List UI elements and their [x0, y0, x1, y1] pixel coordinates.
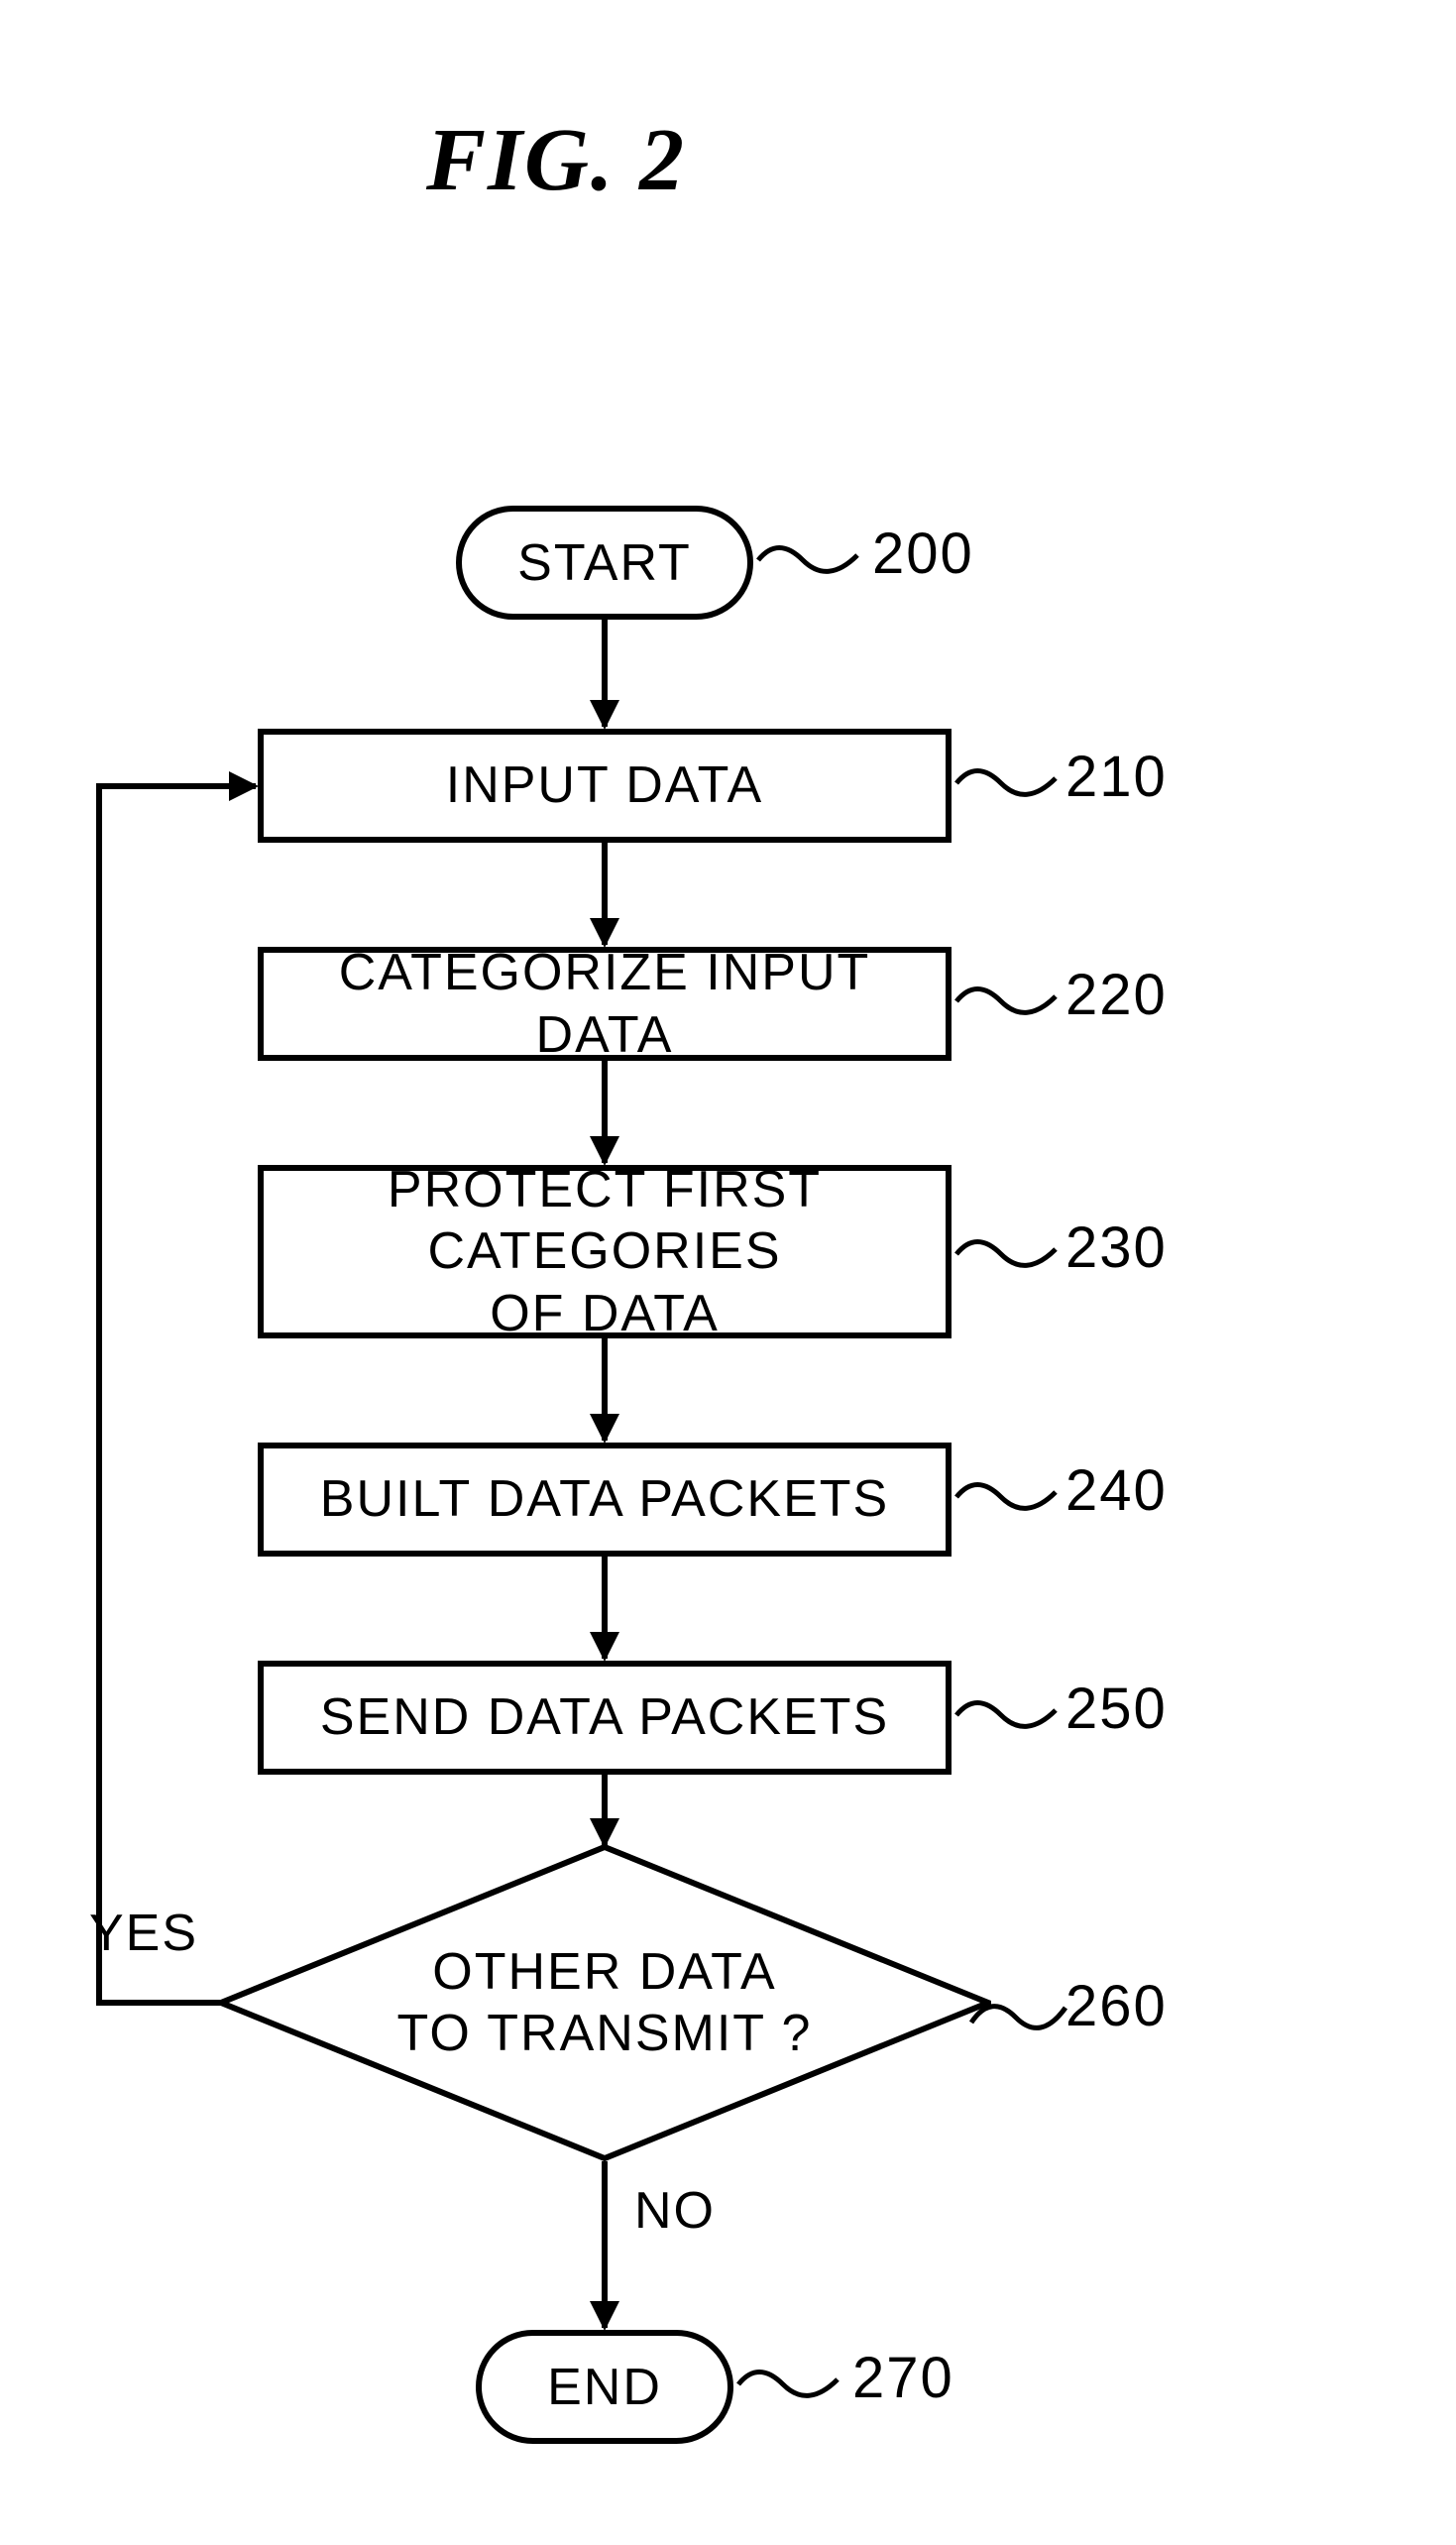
- ref-270: 270: [852, 2345, 954, 2411]
- node-build-packets: BUILT DATA PACKETS: [258, 1443, 952, 1557]
- node-send-packets: SEND DATA PACKETS: [258, 1661, 952, 1775]
- node-end-label: END: [547, 2358, 662, 2417]
- ref-230: 230: [1065, 1215, 1168, 1281]
- node-start-label: START: [517, 533, 692, 593]
- ref-240: 240: [1065, 1457, 1168, 1524]
- node-end: END: [476, 2330, 733, 2444]
- ref-250: 250: [1065, 1676, 1168, 1742]
- figure-title: FIG. 2: [426, 109, 686, 211]
- edge-label-yes: YES: [89, 1904, 198, 1963]
- node-decision-label: OTHER DATATO TRANSMIT ?: [397, 1941, 813, 2065]
- ref-220: 220: [1065, 962, 1168, 1028]
- ref-260: 260: [1065, 1973, 1168, 2039]
- node-build-packets-label: BUILT DATA PACKETS: [320, 1468, 889, 1530]
- node-protect: PROTECT FIRST CATEGORIESOF DATA: [258, 1165, 952, 1338]
- node-input-data-label: INPUT DATA: [446, 754, 763, 816]
- edge-label-no: NO: [634, 2181, 716, 2241]
- figure-canvas: FIG. 2 START INPUT DATA CATEGORIZE INPUT…: [0, 0, 1456, 2545]
- node-categorize-label: CATEGORIZE INPUT DATA: [264, 942, 946, 1066]
- node-send-packets-label: SEND DATA PACKETS: [320, 1686, 889, 1748]
- node-decision: OTHER DATATO TRANSMIT ?: [218, 1844, 991, 2161]
- ref-200: 200: [872, 521, 974, 587]
- ref-210: 210: [1065, 744, 1168, 810]
- node-input-data: INPUT DATA: [258, 729, 952, 843]
- node-start: START: [456, 506, 753, 620]
- node-categorize: CATEGORIZE INPUT DATA: [258, 947, 952, 1061]
- node-protect-label: PROTECT FIRST CATEGORIESOF DATA: [264, 1159, 946, 1344]
